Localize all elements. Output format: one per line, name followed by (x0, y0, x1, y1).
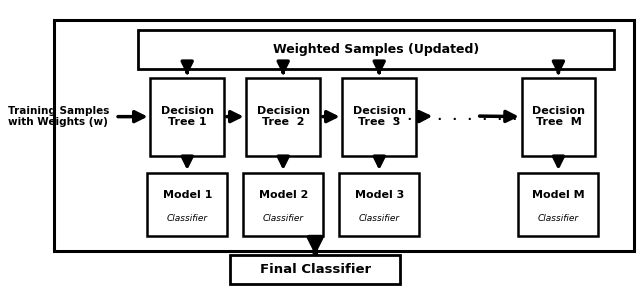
FancyBboxPatch shape (243, 173, 323, 236)
FancyBboxPatch shape (339, 173, 419, 236)
Text: Model M: Model M (532, 190, 585, 200)
Text: Decision
Tree  2: Decision Tree 2 (257, 106, 310, 128)
Text: Model 1: Model 1 (163, 190, 212, 200)
FancyBboxPatch shape (342, 78, 416, 156)
Text: Model 3: Model 3 (355, 190, 404, 200)
Text: Decision
Tree  M: Decision Tree M (532, 106, 585, 128)
FancyBboxPatch shape (518, 173, 598, 236)
Text: Decision
Tree 1: Decision Tree 1 (161, 106, 214, 128)
FancyBboxPatch shape (230, 255, 400, 284)
FancyBboxPatch shape (54, 20, 634, 251)
Text: . . . . . . . . .: . . . . . . . . . (390, 109, 518, 123)
FancyBboxPatch shape (150, 78, 224, 156)
FancyBboxPatch shape (147, 173, 227, 236)
Text: Classifier: Classifier (358, 214, 400, 223)
Text: Final Classifier: Final Classifier (260, 263, 371, 276)
FancyBboxPatch shape (138, 30, 614, 69)
Text: Decision
Tree  3: Decision Tree 3 (353, 106, 406, 128)
Text: Model 2: Model 2 (259, 190, 308, 200)
Text: Classifier: Classifier (538, 214, 579, 223)
Text: Classifier: Classifier (166, 214, 208, 223)
FancyBboxPatch shape (246, 78, 320, 156)
Text: Weighted Samples (Updated): Weighted Samples (Updated) (273, 43, 479, 56)
FancyBboxPatch shape (522, 78, 595, 156)
Text: Training Samples
with Weights (w): Training Samples with Weights (w) (8, 106, 109, 128)
Text: Classifier: Classifier (262, 214, 304, 223)
